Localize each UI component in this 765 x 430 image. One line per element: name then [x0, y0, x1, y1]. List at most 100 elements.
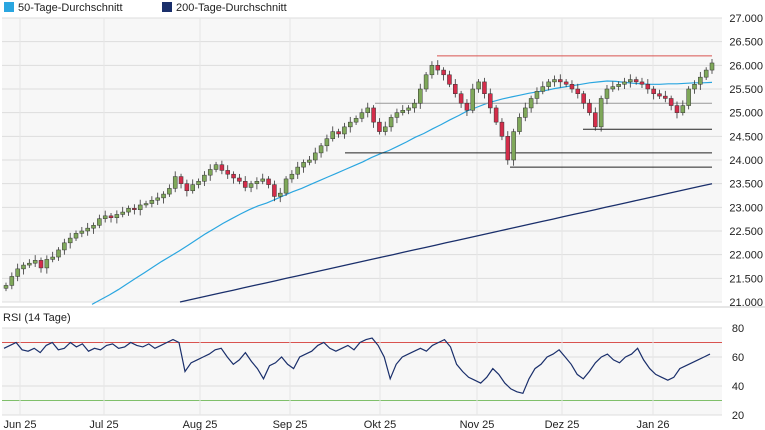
- candle-body: [493, 107, 499, 123]
- price-tick-label: 21.000: [729, 297, 763, 309]
- candle-body: [406, 107, 411, 111]
- candle-body: [207, 169, 213, 176]
- candle-body: [32, 260, 38, 264]
- price-grid: [2, 17, 722, 303]
- candle-body: [50, 256, 55, 260]
- candle-body: [149, 199, 155, 204]
- candle-body: [563, 81, 569, 85]
- rsi-tick-label: 40: [732, 381, 744, 393]
- candle-body: [336, 131, 341, 135]
- price-tick-label: 27.000: [729, 13, 763, 25]
- candle-body: [347, 121, 353, 128]
- candle-body: [505, 136, 511, 161]
- candle-body: [225, 170, 230, 175]
- candle-body: [598, 98, 604, 128]
- candle-body: [429, 65, 435, 76]
- price-axis: 27.000 26.500 26.000 25.500 25.000 24.500 24.0…: [729, 13, 763, 309]
- time-axis: Jun 25 Jul 25 Aug 25 Sep 25 Okt 25 Nov 25 Dez …: [3, 419, 669, 430]
- candle-body: [73, 233, 79, 239]
- candle-body: [482, 81, 487, 94]
- legend-label-sma50: 50-Tage-Durchschnitt: [18, 2, 123, 14]
- candle-body: [645, 84, 651, 90]
- candle-body: [499, 121, 505, 137]
- candle-body: [394, 112, 400, 118]
- sma200-line: [179, 183, 713, 303]
- candle-body: [435, 65, 441, 71]
- candle-body: [709, 62, 715, 71]
- candle-body: [558, 79, 563, 83]
- candle-body: [56, 249, 61, 258]
- candle-body: [680, 105, 686, 113]
- candle-body: [604, 88, 610, 99]
- candle-body: [453, 84, 458, 94]
- candle-body: [511, 131, 516, 161]
- candle-body: [312, 152, 318, 161]
- candle-body: [242, 181, 248, 188]
- candle-body: [3, 285, 9, 289]
- candle-body: [383, 126, 388, 132]
- candle-body: [552, 79, 557, 83]
- time-tick-label: Nov 25: [460, 419, 495, 430]
- candle-body: [38, 260, 44, 269]
- candle-body: [622, 81, 627, 85]
- time-tick-label: Jan 26: [636, 419, 669, 430]
- candle-body: [587, 102, 592, 113]
- candle-body: [581, 93, 586, 104]
- rsi-tick-label: 80: [732, 323, 744, 335]
- candle-body: [132, 208, 137, 210]
- candle-body: [674, 105, 680, 113]
- candlestick-series: [3, 58, 715, 292]
- candle-body: [633, 79, 639, 83]
- candle-body: [97, 218, 102, 226]
- candle-body: [528, 98, 534, 109]
- candle-body: [523, 107, 528, 118]
- candle-body: [569, 84, 575, 90]
- candle-body: [324, 138, 330, 147]
- candle-body: [79, 230, 85, 234]
- candle-body: [161, 193, 166, 199]
- candle-body: [143, 203, 149, 206]
- candle-body: [464, 102, 470, 111]
- time-tick-label: Jul 25: [89, 419, 118, 430]
- candle-body: [62, 242, 67, 251]
- candle-body: [254, 181, 260, 184]
- candle-body: [120, 211, 125, 215]
- candle-body: [126, 208, 131, 213]
- legend: 50-Tage-Durchschnitt 200-Tage-Durchschni…: [4, 2, 287, 14]
- sma200-series: [179, 183, 713, 303]
- candle-body: [85, 227, 90, 232]
- candle-body: [441, 69, 446, 76]
- candle-body: [663, 95, 668, 99]
- rsi-tick-label: 20: [732, 410, 744, 422]
- candle-body: [301, 162, 306, 168]
- candle-body: [272, 184, 277, 197]
- candle-body: [202, 174, 207, 182]
- price-tick-label: 26.000: [729, 60, 763, 72]
- candle-body: [108, 215, 114, 218]
- time-tick-label: Aug 25: [183, 419, 218, 430]
- candle-body: [295, 166, 300, 175]
- price-tick-label: 22.000: [729, 250, 763, 262]
- rsi-line: [3, 337, 711, 395]
- candle-body: [277, 192, 283, 197]
- candle-body: [400, 110, 406, 113]
- candle-body: [353, 118, 359, 123]
- sma50-series: [91, 80, 713, 305]
- candle-body: [289, 173, 295, 180]
- candle-body: [15, 268, 20, 277]
- candle-body: [371, 107, 376, 123]
- candle-body: [412, 102, 417, 109]
- support-resistance-lines: [345, 55, 712, 168]
- candle-body: [610, 86, 616, 90]
- rsi-axis: 80 60 40 20: [732, 323, 744, 422]
- candle-body: [9, 276, 15, 286]
- candle-body: [447, 74, 452, 85]
- candle-body: [540, 86, 546, 92]
- legend-label-sma200: 200-Tage-Durchschnitt: [176, 2, 287, 14]
- price-tick-label: 24.000: [729, 155, 763, 167]
- candle-body: [686, 88, 691, 106]
- candle-body: [190, 184, 195, 192]
- candle-body: [651, 88, 656, 94]
- price-tick-label: 23.500: [729, 179, 763, 191]
- candle-body: [307, 159, 312, 163]
